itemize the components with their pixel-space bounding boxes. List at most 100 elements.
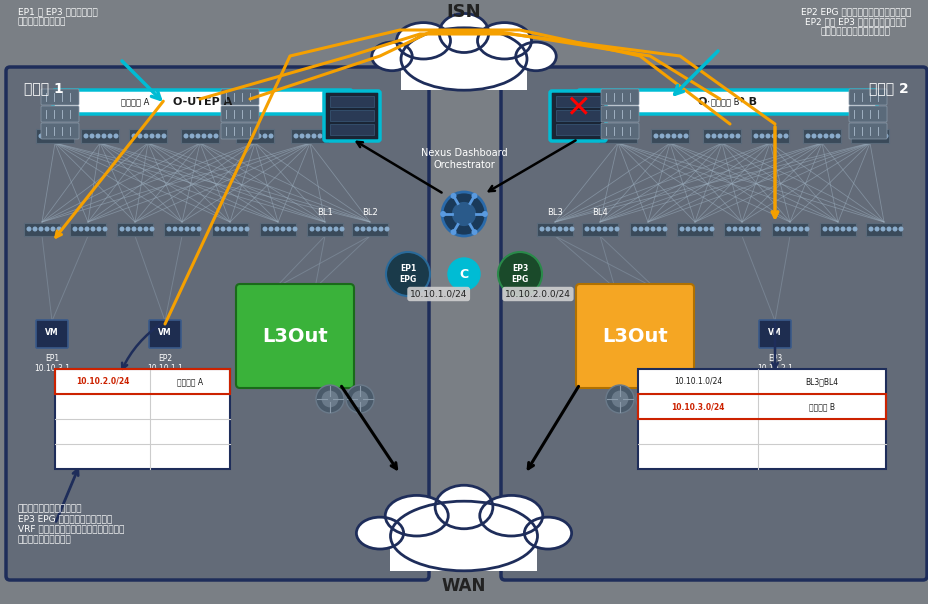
FancyBboxPatch shape	[212, 222, 248, 236]
FancyBboxPatch shape	[651, 129, 689, 143]
Circle shape	[735, 134, 739, 138]
Ellipse shape	[479, 495, 542, 536]
Circle shape	[539, 227, 543, 231]
Circle shape	[751, 227, 754, 231]
Circle shape	[709, 227, 713, 231]
FancyBboxPatch shape	[819, 222, 855, 236]
Ellipse shape	[356, 517, 403, 549]
Circle shape	[754, 134, 757, 138]
Circle shape	[871, 134, 875, 138]
Circle shape	[281, 227, 285, 231]
Circle shape	[886, 227, 890, 231]
Circle shape	[312, 134, 316, 138]
Circle shape	[811, 134, 815, 138]
Circle shape	[672, 134, 675, 138]
Circle shape	[39, 134, 43, 138]
FancyBboxPatch shape	[758, 320, 790, 348]
Circle shape	[245, 134, 249, 138]
Circle shape	[830, 134, 833, 138]
FancyBboxPatch shape	[148, 320, 181, 348]
Circle shape	[611, 391, 627, 408]
Circle shape	[717, 134, 721, 138]
Text: 10.10.3.0/24: 10.10.3.0/24	[671, 402, 724, 411]
Circle shape	[881, 227, 883, 231]
Circle shape	[51, 227, 55, 231]
FancyBboxPatch shape	[221, 106, 259, 122]
Circle shape	[641, 391, 658, 408]
Circle shape	[677, 134, 681, 138]
Text: BL4: BL4	[591, 208, 607, 217]
Circle shape	[724, 134, 727, 138]
Circle shape	[108, 134, 111, 138]
FancyBboxPatch shape	[324, 91, 380, 141]
FancyBboxPatch shape	[236, 284, 354, 388]
Circle shape	[727, 227, 730, 231]
Circle shape	[865, 134, 869, 138]
Circle shape	[179, 227, 183, 231]
FancyBboxPatch shape	[600, 89, 638, 105]
Text: EP3
10.10.2.1: EP3 10.10.2.1	[756, 354, 793, 373]
Circle shape	[450, 193, 456, 199]
Circle shape	[744, 227, 748, 231]
FancyBboxPatch shape	[221, 89, 259, 105]
Circle shape	[90, 134, 94, 138]
Circle shape	[324, 134, 328, 138]
FancyBboxPatch shape	[600, 106, 638, 122]
Circle shape	[732, 227, 736, 231]
Circle shape	[551, 227, 555, 231]
Circle shape	[440, 211, 445, 217]
Circle shape	[162, 134, 165, 138]
FancyBboxPatch shape	[638, 369, 885, 469]
FancyBboxPatch shape	[41, 123, 79, 139]
Text: L3Out: L3Out	[262, 327, 328, 345]
Text: O-UTEP B: O-UTEP B	[697, 97, 756, 107]
Text: EP2 EPG の変換エントリがないため、
EP2 から EP3 へのトラフィックが
スパインでドロップされます: EP2 EPG の変換エントリがないため、 EP2 から EP3 へのトラフィッ…	[800, 7, 910, 37]
FancyBboxPatch shape	[549, 91, 605, 141]
Circle shape	[759, 134, 763, 138]
Circle shape	[45, 134, 49, 138]
Ellipse shape	[477, 22, 531, 59]
Circle shape	[656, 227, 660, 231]
FancyBboxPatch shape	[117, 222, 153, 236]
Text: プロキシ A: プロキシ A	[121, 97, 149, 106]
Circle shape	[79, 227, 83, 231]
Circle shape	[354, 227, 358, 231]
Circle shape	[373, 227, 377, 231]
Circle shape	[138, 134, 142, 138]
Circle shape	[651, 227, 654, 231]
Circle shape	[442, 192, 485, 236]
Circle shape	[184, 134, 187, 138]
FancyBboxPatch shape	[850, 129, 888, 143]
Circle shape	[892, 227, 896, 231]
Circle shape	[605, 385, 633, 413]
FancyBboxPatch shape	[41, 106, 79, 122]
Circle shape	[167, 227, 171, 231]
FancyBboxPatch shape	[581, 222, 617, 236]
Circle shape	[251, 134, 254, 138]
Circle shape	[196, 134, 200, 138]
FancyBboxPatch shape	[848, 123, 886, 139]
Circle shape	[63, 134, 67, 138]
Circle shape	[570, 227, 574, 231]
Circle shape	[645, 227, 648, 231]
Circle shape	[269, 227, 273, 231]
Circle shape	[636, 385, 664, 413]
Circle shape	[334, 227, 338, 231]
FancyBboxPatch shape	[24, 222, 60, 236]
Circle shape	[340, 227, 343, 231]
Circle shape	[318, 134, 321, 138]
Circle shape	[263, 227, 266, 231]
FancyBboxPatch shape	[306, 222, 342, 236]
Circle shape	[653, 134, 657, 138]
FancyBboxPatch shape	[221, 123, 259, 139]
Circle shape	[103, 227, 107, 231]
FancyBboxPatch shape	[555, 96, 599, 107]
Circle shape	[705, 134, 709, 138]
Text: BL2: BL2	[362, 208, 378, 217]
Circle shape	[73, 227, 77, 231]
Circle shape	[686, 227, 690, 231]
Circle shape	[85, 227, 89, 231]
Circle shape	[39, 227, 43, 231]
Text: O-UTEP A: O-UTEP A	[173, 97, 232, 107]
Circle shape	[739, 227, 742, 231]
